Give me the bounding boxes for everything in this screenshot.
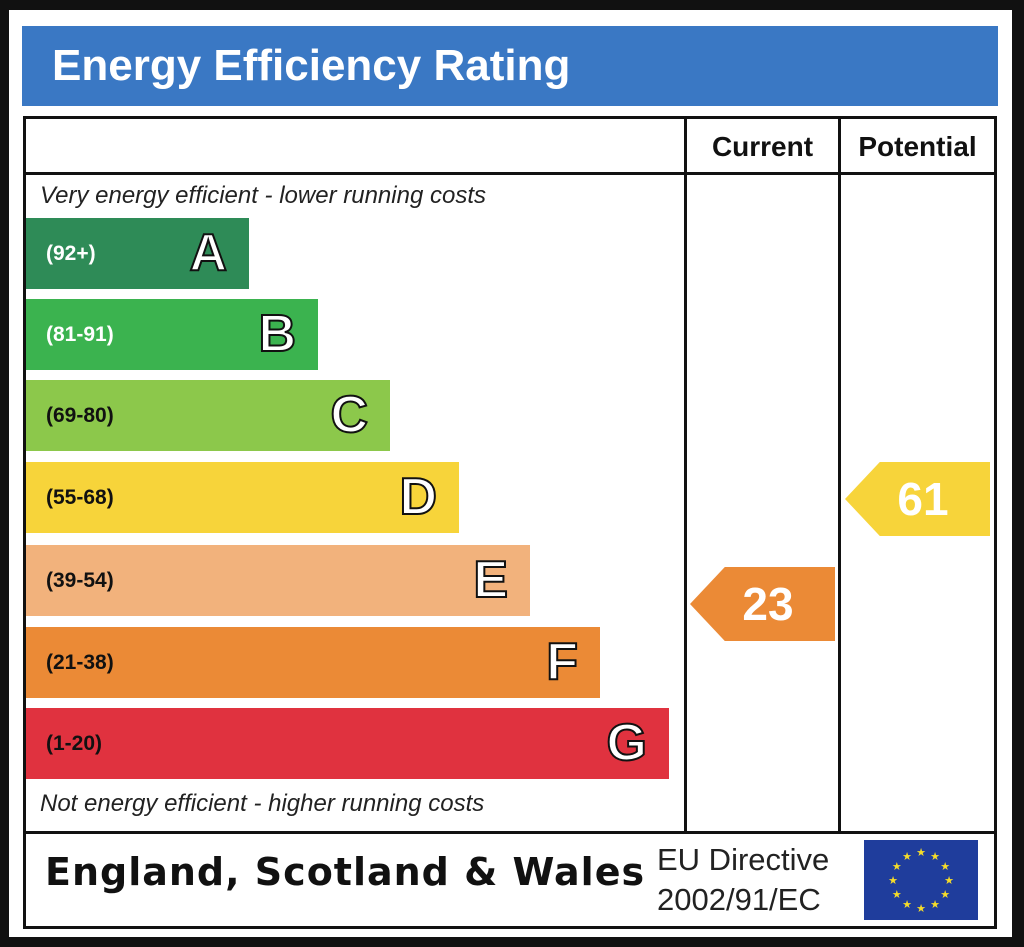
- top-note: Very energy efficient - lower running co…: [40, 182, 486, 209]
- header-divider: [23, 172, 997, 175]
- current-rating-arrow: 23: [690, 567, 835, 641]
- potential-rating-arrow: 61: [845, 462, 990, 536]
- column-header-current: Current: [711, 131, 814, 162]
- band-letter: D: [398, 467, 438, 527]
- star-icon: ★: [940, 889, 950, 901]
- band-letter: B: [257, 304, 297, 364]
- star-icon: ★: [930, 851, 940, 863]
- eu-flag-icon: ★ ★★★★★★★★★★★: [864, 840, 978, 920]
- bar-G: (1-20) G: [26, 708, 669, 779]
- country-label: England, Scotland & Wales: [45, 850, 646, 894]
- star-icon: ★: [892, 861, 902, 873]
- potential-rating-value: 61: [897, 473, 949, 525]
- star-icon: ★: [902, 899, 912, 911]
- star-icon: ★: [930, 899, 940, 911]
- bar-E: (39-54) E: [26, 545, 530, 616]
- star-icon: ★: [902, 851, 912, 863]
- star-icon: ★: [888, 875, 898, 887]
- band-range: (55-68): [46, 486, 114, 509]
- directive-label: EU Directive 2002/91/EC: [657, 840, 829, 920]
- band-range: (21-38): [46, 651, 114, 674]
- bar-A: (92+) A: [26, 218, 249, 289]
- current-rating-value: 23: [742, 578, 794, 630]
- band-letter: F: [545, 632, 579, 692]
- chart-frame: [23, 116, 997, 929]
- band-letter: C: [329, 385, 369, 445]
- column-header-potential: Potential: [858, 131, 977, 162]
- column-divider: [684, 116, 687, 834]
- star-icon: ★: [916, 847, 926, 859]
- bar-D: (55-68) D: [26, 462, 459, 533]
- band-letter: A: [188, 223, 228, 283]
- bar-C: (69-80) C: [26, 380, 390, 451]
- band-range: (81-91): [46, 323, 114, 346]
- chart-title: Energy Efficiency Rating: [22, 26, 998, 106]
- band-range: (92+): [46, 242, 96, 265]
- bottom-note: Not energy efficient - higher running co…: [40, 790, 485, 817]
- star-icon: ★: [940, 861, 950, 873]
- band-range: (1-20): [46, 732, 103, 755]
- directive-line1: EU Directive: [657, 842, 830, 877]
- star-icon: ★: [892, 889, 902, 901]
- band-range: (69-80): [46, 404, 114, 427]
- star-icon: ★: [944, 875, 954, 887]
- band-letter: E: [472, 550, 509, 610]
- column-divider: [838, 116, 841, 834]
- band-range: (39-54): [46, 569, 114, 592]
- bar-F: (21-38) F: [26, 627, 600, 698]
- star-icon: ★: [916, 903, 926, 915]
- band-letter: G: [606, 713, 648, 773]
- bar-B: (81-91) B: [26, 299, 318, 370]
- directive-line2: 2002/91/EC: [657, 882, 821, 917]
- footer-divider: [23, 831, 997, 834]
